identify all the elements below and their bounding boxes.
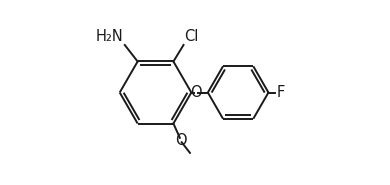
Text: F: F — [276, 85, 284, 100]
Text: Cl: Cl — [184, 29, 199, 44]
Text: O: O — [175, 132, 186, 147]
Text: O: O — [190, 85, 202, 100]
Text: H₂N: H₂N — [96, 29, 124, 44]
